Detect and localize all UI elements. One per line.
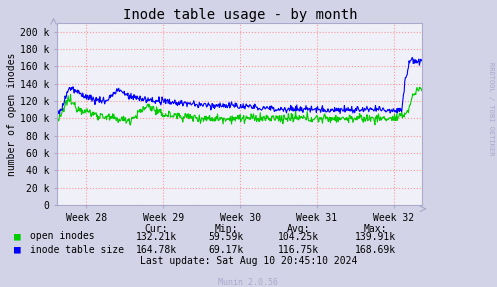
Text: 104.25k: 104.25k	[278, 232, 319, 243]
Text: Last update: Sat Aug 10 20:45:10 2024: Last update: Sat Aug 10 20:45:10 2024	[140, 256, 357, 266]
Text: ■: ■	[14, 231, 21, 241]
Text: 164.78k: 164.78k	[136, 245, 177, 255]
Title: Inode table usage - by month: Inode table usage - by month	[123, 8, 357, 22]
Text: ■: ■	[14, 245, 21, 255]
Text: Avg:: Avg:	[286, 224, 310, 234]
Text: 59.59k: 59.59k	[209, 232, 244, 243]
Text: Munin 2.0.56: Munin 2.0.56	[219, 278, 278, 287]
Text: 139.91k: 139.91k	[355, 232, 396, 243]
Text: 116.75k: 116.75k	[278, 245, 319, 255]
Text: open inodes: open inodes	[30, 231, 94, 241]
Text: 168.69k: 168.69k	[355, 245, 396, 255]
Text: RRDTOOL / TOBI OETIKER: RRDTOOL / TOBI OETIKER	[488, 62, 494, 156]
Text: Cur:: Cur:	[145, 224, 168, 234]
Text: Max:: Max:	[363, 224, 387, 234]
Text: 69.17k: 69.17k	[209, 245, 244, 255]
Text: 132.21k: 132.21k	[136, 232, 177, 243]
Text: inode table size: inode table size	[30, 245, 124, 255]
Text: Min:: Min:	[214, 224, 238, 234]
Y-axis label: number of open inodes: number of open inodes	[7, 53, 17, 176]
